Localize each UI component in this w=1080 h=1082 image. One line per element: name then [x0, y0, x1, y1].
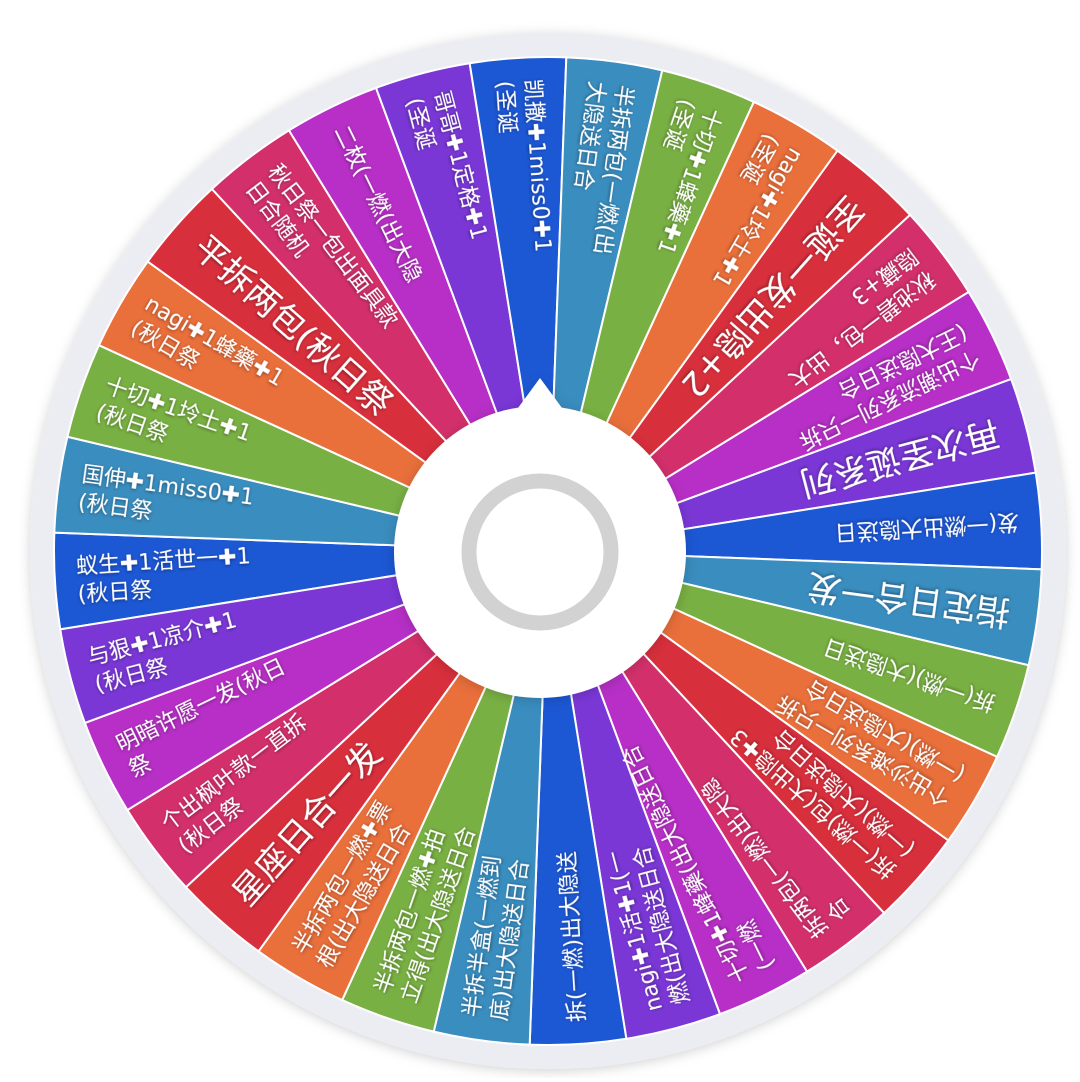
segment-label-line: (秋日祭	[77, 578, 153, 608]
spin-hub[interactable]	[394, 378, 686, 698]
hub-disc[interactable]	[394, 406, 686, 698]
segment-label-line: (圣诞	[491, 80, 519, 134]
pointer-arrow-icon	[518, 378, 562, 408]
spin-ring-icon[interactable]	[461, 473, 619, 631]
